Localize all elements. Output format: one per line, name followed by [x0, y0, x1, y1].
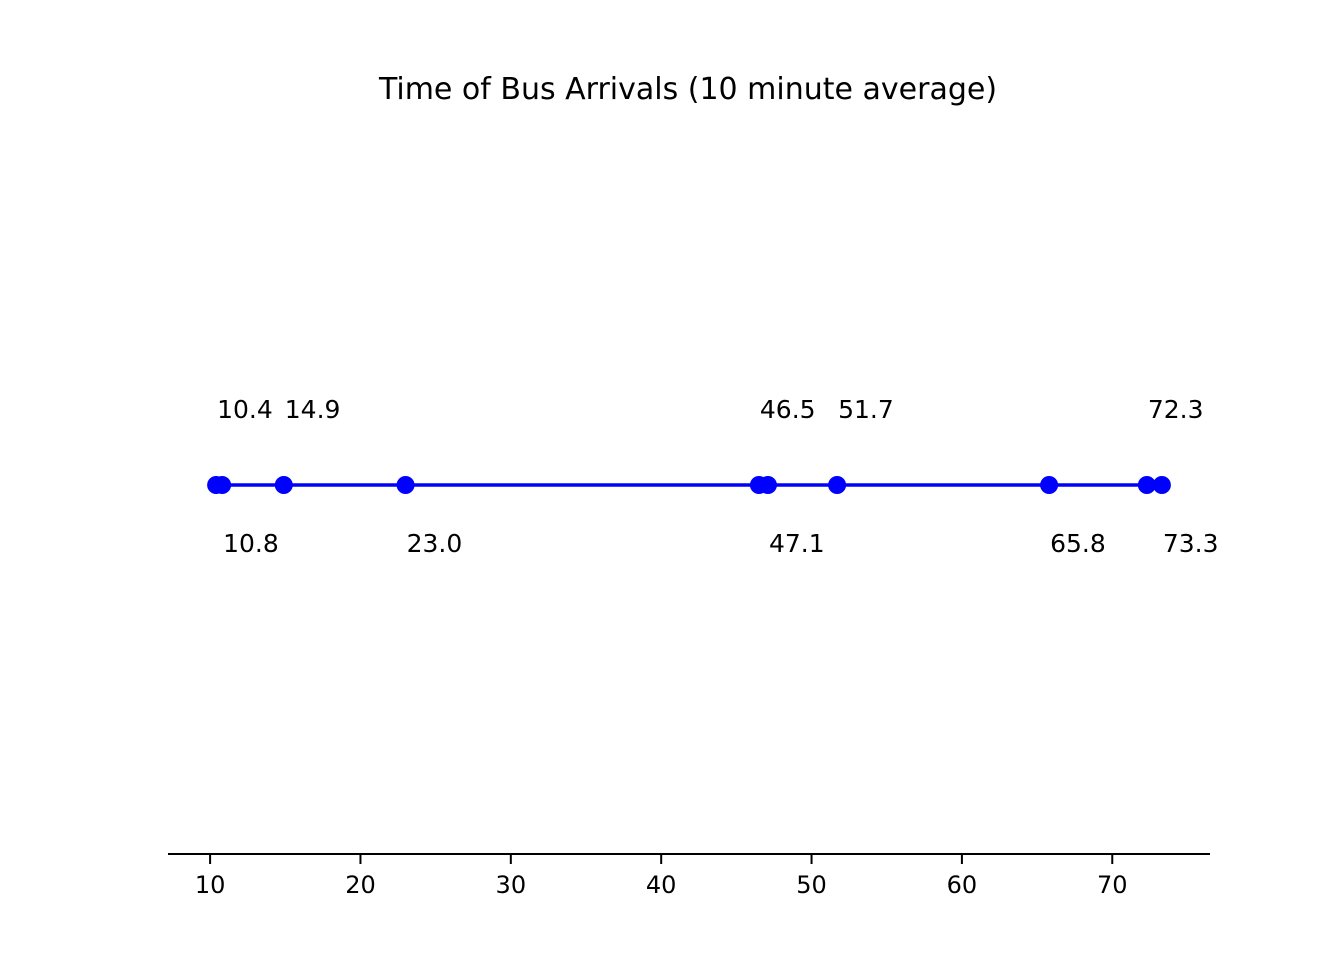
- x-tick-label: 30: [496, 871, 527, 899]
- data-label: 72.3: [1148, 395, 1204, 424]
- data-label: 47.1: [769, 529, 825, 558]
- x-tick-label: 40: [646, 871, 677, 899]
- data-point: [828, 476, 847, 494]
- x-tick-label: 20: [345, 871, 376, 899]
- data-point: [758, 476, 777, 494]
- data-label: 14.9: [285, 395, 341, 424]
- x-axis-ticks: 10 20 30 40 50 60 70: [195, 854, 1128, 899]
- x-tick-label: 50: [796, 871, 827, 899]
- data-labels: 10.4 10.8 14.9 23.0 46.5 47.1 51.7 65.8 72.3 73.3: [217, 395, 1218, 558]
- x-tick-label: 70: [1097, 871, 1128, 899]
- data-point: [1152, 476, 1171, 494]
- x-tick-label: 60: [947, 871, 978, 899]
- data-label: 46.5: [760, 395, 816, 424]
- data-label: 51.7: [838, 395, 894, 424]
- data-point: [396, 476, 415, 494]
- data-point: [213, 476, 232, 494]
- data-label: 10.4: [217, 395, 273, 424]
- data-label: 23.0: [407, 529, 463, 558]
- chart-title: Time of Bus Arrivals (10 minute average): [378, 72, 997, 107]
- data-label: 10.8: [223, 529, 279, 558]
- data-points: [207, 476, 1171, 494]
- data-point: [1040, 476, 1059, 494]
- data-point: [1137, 476, 1156, 494]
- x-tick-label: 10: [195, 871, 226, 899]
- data-label: 73.3: [1163, 529, 1219, 558]
- data-point: [274, 476, 293, 494]
- data-label: 65.8: [1050, 529, 1106, 558]
